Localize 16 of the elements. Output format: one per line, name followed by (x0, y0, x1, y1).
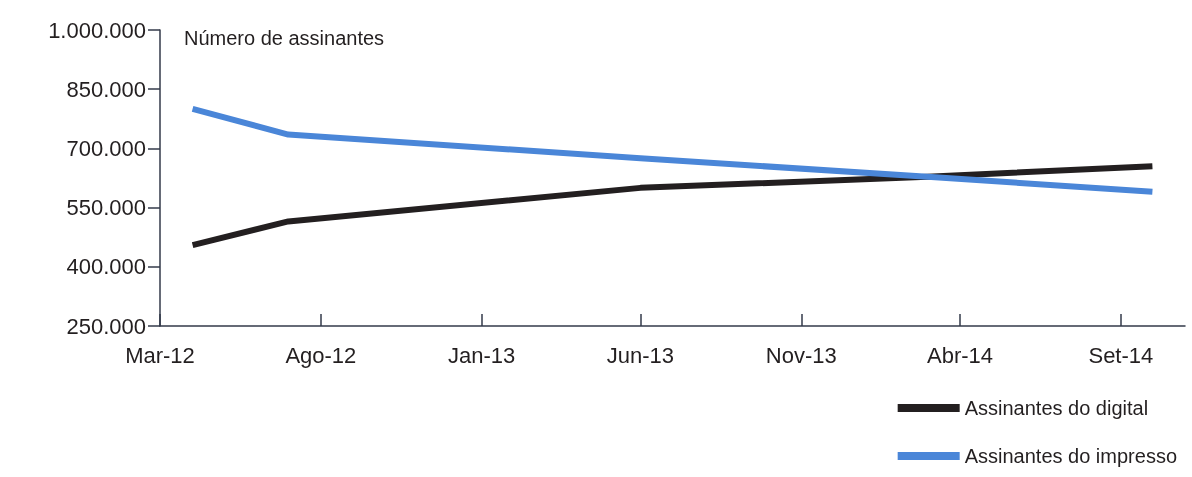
x-tick-label: Set-14 (1088, 342, 1154, 368)
y-tick-label: 250.000 (66, 313, 146, 339)
legend-label: Assinantes do digital (964, 397, 1149, 419)
y-tick-label: 850.000 (66, 76, 146, 102)
y-axis-title: Número de assinantes (184, 27, 385, 49)
x-tick-label: Nov-13 (765, 342, 837, 368)
y-tick-label: 550.000 (66, 195, 146, 221)
x-tick-label: Jun-13 (606, 342, 675, 368)
y-tick-label: 400.000 (66, 254, 146, 280)
x-tick-label: Mar-12 (125, 342, 195, 368)
x-tick-label: Abr-14 (927, 342, 994, 368)
legend-label: Assinantes do impresso (964, 445, 1177, 467)
y-tick-label: 1.000.000 (48, 17, 146, 43)
x-tick-label: Jan-13 (448, 342, 516, 368)
y-tick-label: 700.000 (66, 135, 146, 161)
x-tick-label: Ago-12 (285, 342, 357, 368)
